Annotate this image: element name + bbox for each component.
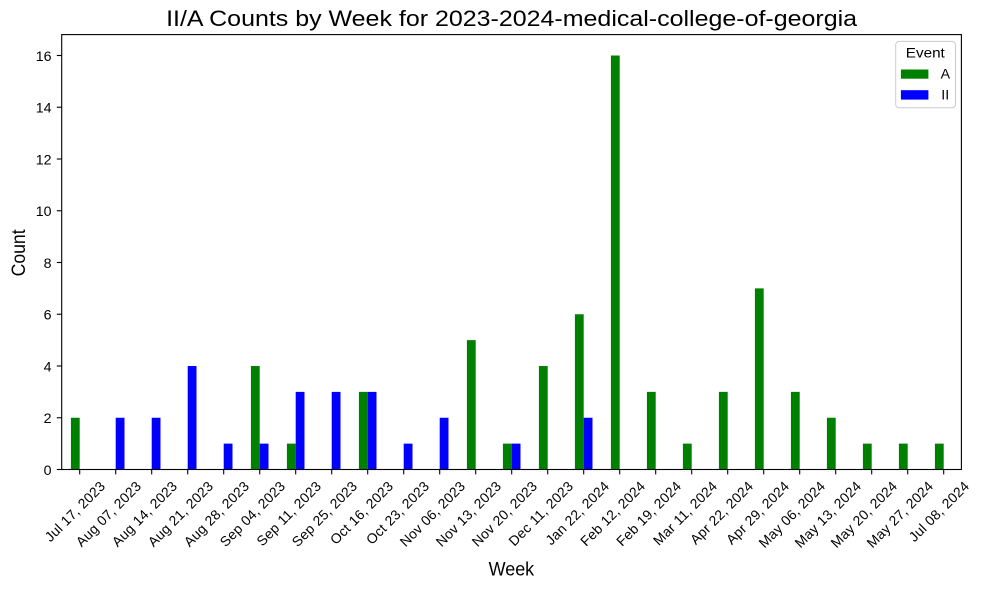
- svg-text:6: 6: [44, 308, 52, 324]
- svg-text:8: 8: [44, 256, 52, 272]
- svg-text:0: 0: [44, 463, 52, 479]
- svg-text:10: 10: [36, 204, 52, 220]
- svg-text:14: 14: [36, 101, 52, 117]
- svg-text:16: 16: [36, 49, 52, 65]
- svg-text:II/A Counts by Week for 2023-2: II/A Counts by Week for 2023-2024-medica…: [166, 6, 858, 31]
- svg-text:A: A: [941, 67, 951, 83]
- svg-text:II: II: [941, 88, 949, 104]
- svg-text:2: 2: [44, 411, 52, 427]
- svg-text:Event: Event: [906, 46, 945, 62]
- svg-text:12: 12: [36, 152, 52, 168]
- svg-text:Count: Count: [8, 229, 30, 276]
- svg-text:4: 4: [44, 359, 52, 375]
- svg-text:Week: Week: [489, 559, 535, 581]
